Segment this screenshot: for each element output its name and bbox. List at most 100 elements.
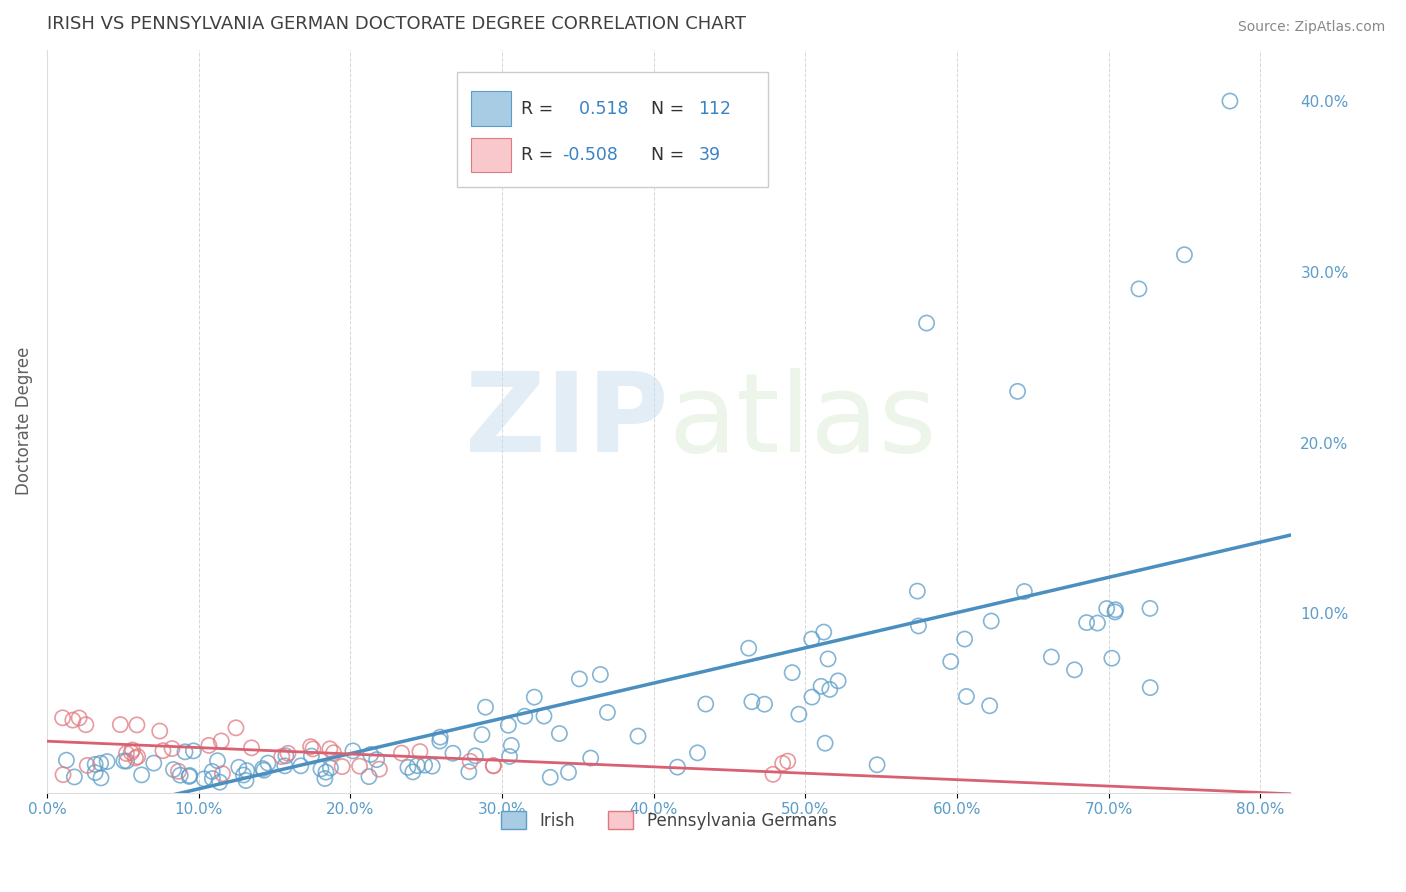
Point bbox=[55, 753, 77, 767]
Text: R =: R = bbox=[520, 100, 553, 118]
Point bbox=[315, 765, 337, 780]
Point bbox=[754, 697, 776, 711]
Point bbox=[368, 762, 391, 776]
Point bbox=[413, 758, 436, 772]
Point bbox=[1219, 94, 1241, 108]
Point bbox=[207, 754, 229, 768]
Point bbox=[800, 632, 823, 646]
Point bbox=[235, 773, 257, 788]
Point bbox=[299, 749, 322, 764]
Point bbox=[115, 747, 138, 761]
Point bbox=[627, 729, 650, 743]
Point bbox=[1104, 605, 1126, 619]
Text: Source: ZipAtlas.com: Source: ZipAtlas.com bbox=[1237, 20, 1385, 34]
Text: N =: N = bbox=[651, 100, 685, 118]
Point bbox=[817, 652, 839, 666]
Point bbox=[429, 730, 451, 744]
Point bbox=[160, 741, 183, 756]
Point bbox=[110, 717, 132, 731]
Point bbox=[302, 742, 325, 756]
Point bbox=[240, 740, 263, 755]
Point bbox=[62, 713, 84, 727]
Point bbox=[501, 739, 523, 753]
Text: N =: N = bbox=[651, 146, 685, 164]
Point bbox=[1014, 584, 1036, 599]
Point bbox=[1076, 615, 1098, 630]
Point bbox=[939, 655, 962, 669]
Point bbox=[322, 746, 344, 760]
Point bbox=[142, 756, 165, 770]
Point bbox=[695, 697, 717, 711]
Point bbox=[801, 690, 824, 704]
Point bbox=[120, 746, 142, 760]
Point bbox=[498, 718, 520, 732]
Point bbox=[589, 667, 612, 681]
Point bbox=[201, 764, 224, 779]
Point bbox=[818, 682, 841, 697]
Point bbox=[1128, 282, 1150, 296]
Point bbox=[513, 709, 536, 723]
Text: -0.508: -0.508 bbox=[562, 146, 617, 164]
Point bbox=[277, 747, 299, 761]
Point bbox=[252, 762, 274, 776]
Point bbox=[741, 695, 763, 709]
Point bbox=[498, 749, 520, 764]
Point bbox=[179, 768, 201, 782]
Text: 39: 39 bbox=[699, 146, 721, 164]
Point bbox=[776, 754, 799, 768]
Point bbox=[1007, 384, 1029, 399]
Point bbox=[737, 641, 759, 656]
Point bbox=[409, 745, 432, 759]
Point bbox=[314, 772, 336, 786]
Point bbox=[905, 584, 928, 599]
Point bbox=[169, 768, 191, 782]
Point bbox=[955, 690, 977, 704]
Point bbox=[270, 749, 292, 764]
Point bbox=[253, 764, 276, 778]
Point bbox=[75, 717, 97, 731]
Point bbox=[63, 770, 86, 784]
Point bbox=[290, 759, 312, 773]
Point bbox=[121, 743, 143, 757]
Point bbox=[366, 753, 388, 767]
Point bbox=[827, 673, 849, 688]
Point bbox=[458, 754, 481, 768]
Text: atlas: atlas bbox=[669, 368, 938, 475]
Point bbox=[1087, 615, 1109, 630]
Point bbox=[429, 734, 451, 748]
Point bbox=[179, 769, 201, 783]
Point bbox=[208, 775, 231, 789]
Point bbox=[772, 756, 794, 771]
Point bbox=[149, 724, 172, 739]
Point bbox=[538, 770, 561, 784]
Point bbox=[67, 711, 90, 725]
Point bbox=[127, 749, 149, 764]
Point bbox=[1139, 681, 1161, 695]
Point bbox=[198, 739, 221, 753]
Point bbox=[915, 316, 938, 330]
Point bbox=[471, 728, 494, 742]
Point bbox=[396, 760, 419, 774]
Point bbox=[330, 759, 353, 773]
Point bbox=[115, 754, 138, 768]
Point bbox=[482, 759, 505, 773]
Point bbox=[201, 772, 224, 786]
Point bbox=[1101, 651, 1123, 665]
Text: ZIP: ZIP bbox=[465, 368, 669, 475]
Point bbox=[274, 748, 297, 763]
Point bbox=[907, 619, 929, 633]
Point bbox=[299, 739, 322, 754]
Point bbox=[1173, 248, 1195, 262]
Point bbox=[441, 746, 464, 760]
Point bbox=[360, 747, 382, 762]
Point bbox=[124, 751, 146, 765]
Point bbox=[1095, 601, 1118, 615]
Point bbox=[813, 625, 835, 640]
Point bbox=[666, 760, 689, 774]
FancyBboxPatch shape bbox=[471, 138, 510, 172]
Point bbox=[228, 760, 250, 774]
Point bbox=[579, 751, 602, 765]
Point bbox=[76, 758, 98, 772]
Point bbox=[319, 761, 342, 775]
Point bbox=[209, 734, 232, 748]
